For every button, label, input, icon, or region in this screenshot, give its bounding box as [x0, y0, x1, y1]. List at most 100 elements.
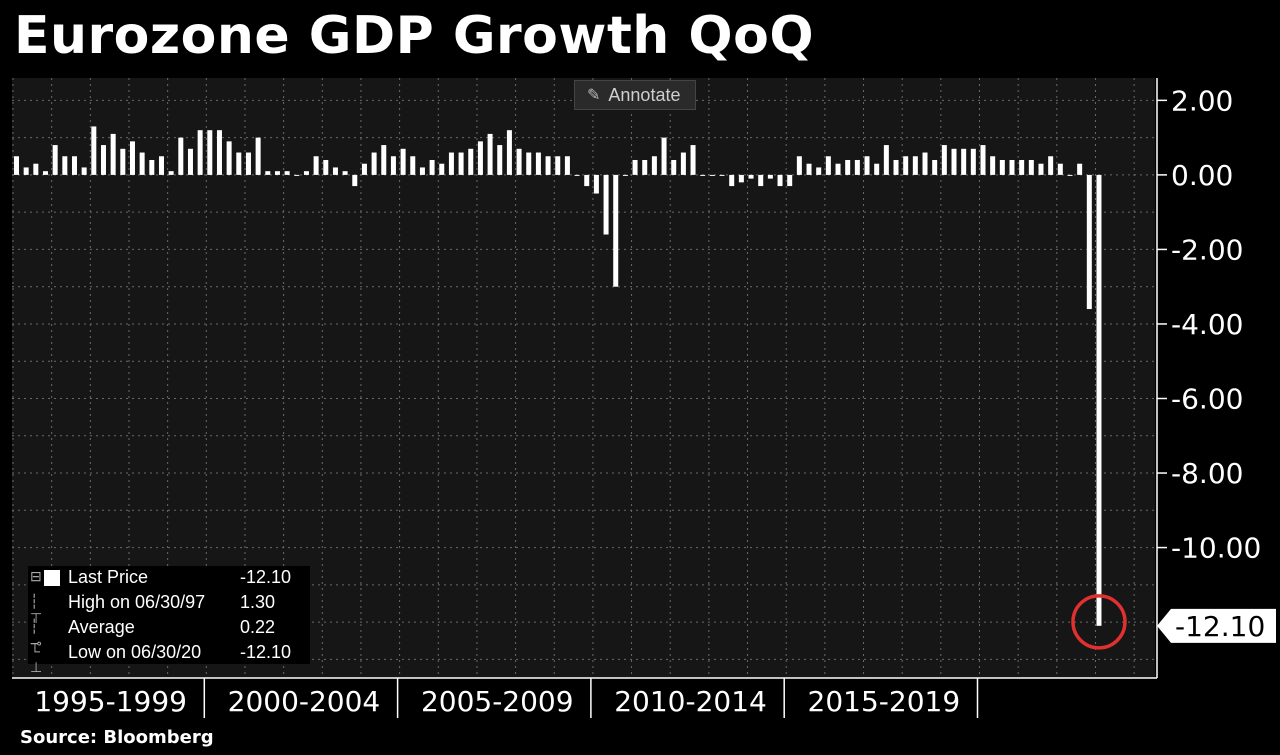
bar[interactable] — [390, 156, 396, 175]
bar[interactable] — [477, 141, 483, 175]
bar[interactable] — [709, 174, 715, 176]
bar[interactable] — [632, 159, 638, 175]
bar[interactable] — [787, 174, 793, 187]
bar[interactable] — [245, 152, 251, 175]
bar[interactable] — [323, 159, 329, 175]
bar[interactable] — [226, 141, 232, 175]
bar[interactable] — [158, 156, 164, 175]
bar[interactable] — [429, 159, 435, 175]
bar[interactable] — [738, 174, 744, 183]
bar[interactable] — [149, 159, 155, 175]
bar[interactable] — [410, 156, 416, 175]
bar[interactable] — [91, 126, 97, 175]
bar[interactable] — [758, 174, 764, 187]
bar[interactable] — [806, 163, 812, 175]
bar[interactable] — [1077, 163, 1083, 175]
bar[interactable] — [700, 174, 706, 176]
bar[interactable] — [1028, 159, 1034, 175]
bar[interactable] — [419, 167, 425, 175]
bar[interactable] — [526, 152, 532, 175]
bar[interactable] — [661, 137, 667, 175]
bar[interactable] — [506, 130, 512, 175]
bar[interactable] — [777, 174, 783, 187]
bar[interactable] — [651, 156, 657, 175]
bar[interactable] — [187, 148, 193, 175]
bar[interactable] — [613, 174, 619, 287]
bar[interactable] — [448, 152, 454, 175]
bar[interactable] — [197, 130, 203, 175]
bar[interactable] — [796, 156, 802, 175]
bar[interactable] — [1019, 159, 1025, 175]
bar[interactable] — [178, 137, 184, 175]
bar[interactable] — [284, 171, 290, 175]
bar[interactable] — [381, 145, 387, 175]
bar[interactable] — [671, 159, 677, 175]
bar[interactable] — [816, 167, 822, 175]
bar[interactable] — [999, 159, 1005, 175]
bar[interactable] — [748, 174, 754, 179]
collapse-icon[interactable]: ⊟ — [30, 568, 42, 584]
bar[interactable] — [603, 174, 609, 235]
bar[interactable] — [883, 145, 889, 175]
bar[interactable] — [845, 159, 851, 175]
bar[interactable] — [922, 152, 928, 175]
bar[interactable] — [835, 163, 841, 175]
bar[interactable] — [487, 133, 493, 175]
bar[interactable] — [690, 145, 696, 175]
bar[interactable] — [622, 174, 628, 176]
bar[interactable] — [71, 156, 77, 175]
bar[interactable] — [912, 156, 918, 175]
bar[interactable] — [342, 171, 348, 175]
bar[interactable] — [584, 174, 590, 187]
bar[interactable] — [555, 156, 561, 175]
bar[interactable] — [207, 130, 213, 175]
bar[interactable] — [1096, 174, 1102, 626]
bar[interactable] — [729, 174, 735, 187]
bar[interactable] — [1038, 163, 1044, 175]
bar[interactable] — [120, 148, 126, 175]
bar[interactable] — [332, 167, 338, 175]
bar[interactable] — [265, 171, 271, 175]
bar[interactable] — [81, 167, 87, 175]
bar[interactable] — [825, 156, 831, 175]
bar[interactable] — [352, 174, 358, 187]
bar[interactable] — [62, 156, 68, 175]
bar[interactable] — [23, 167, 29, 175]
annotate-button[interactable]: ✎ Annotate — [574, 80, 696, 110]
bar[interactable] — [864, 156, 870, 175]
bar[interactable] — [1067, 174, 1073, 176]
bar[interactable] — [874, 163, 880, 175]
bar[interactable] — [893, 159, 899, 175]
bar[interactable] — [236, 152, 242, 175]
bar[interactable] — [903, 156, 909, 175]
bar[interactable] — [1009, 159, 1015, 175]
bar[interactable] — [110, 133, 116, 175]
bar[interactable] — [255, 137, 261, 175]
bar[interactable] — [970, 148, 976, 175]
bar[interactable] — [941, 145, 947, 175]
bar[interactable] — [574, 174, 580, 176]
bar[interactable] — [980, 145, 986, 175]
bar[interactable] — [1057, 163, 1063, 175]
bar[interactable] — [294, 174, 300, 176]
bar[interactable] — [139, 152, 145, 175]
bar[interactable] — [439, 163, 445, 175]
bar[interactable] — [593, 174, 599, 194]
bar[interactable] — [719, 174, 725, 176]
bar[interactable] — [42, 171, 48, 175]
bar[interactable] — [100, 145, 106, 175]
legend-last-price[interactable]: ⊟ Last Price -12.10 — [28, 566, 310, 590]
bar[interactable] — [468, 148, 474, 175]
bar[interactable] — [33, 163, 39, 175]
bar[interactable] — [535, 152, 541, 175]
bar[interactable] — [545, 156, 551, 175]
bar[interactable] — [642, 159, 648, 175]
bar[interactable] — [497, 145, 503, 175]
bar[interactable] — [168, 171, 174, 175]
bar[interactable] — [274, 171, 280, 175]
bar[interactable] — [361, 163, 367, 175]
bar[interactable] — [564, 156, 570, 175]
bar[interactable] — [854, 159, 860, 175]
bar[interactable] — [951, 148, 957, 175]
bar[interactable] — [52, 145, 58, 175]
